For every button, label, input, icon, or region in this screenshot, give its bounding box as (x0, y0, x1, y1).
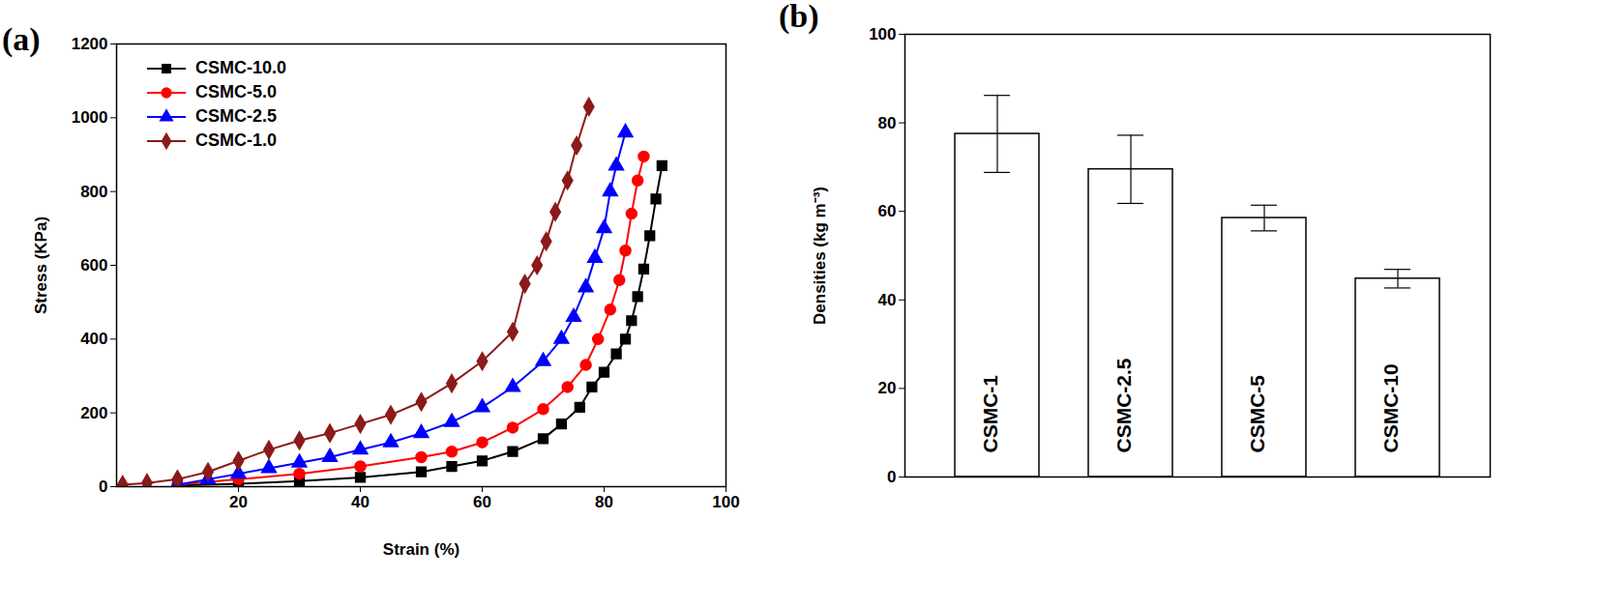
svg-text:200: 200 (80, 404, 108, 423)
svg-text:Densities (kg m⁻³): Densities (kg m⁻³) (810, 186, 830, 326)
html-text:CSMC-1.0: CSMC-1.0 (195, 130, 277, 150)
html-text:(a): (a) (1, 21, 41, 58)
svg-text:20: 20 (229, 493, 248, 512)
svg-text:CSMC-10: CSMC-10 (1379, 363, 1402, 453)
html-text:CSMC-2.5: CSMC-2.5 (195, 106, 277, 126)
svg-text:400: 400 (80, 329, 108, 349)
svg-text:1200: 1200 (71, 34, 109, 54)
svg-text:CSMC-5: CSMC-5 (1245, 375, 1269, 454)
html-text:CSMC-10.0: CSMC-10.0 (195, 58, 287, 78)
svg-text:CSMC-2.5: CSMC-2.5 (1112, 357, 1135, 453)
svg-text:40: 40 (351, 493, 370, 512)
svg-text:0: 0 (98, 477, 108, 497)
svg-text:60: 60 (473, 493, 492, 512)
svg-text:CSMC-1: CSMC-1 (978, 375, 1002, 454)
svg-text:Strain (%): Strain (%) (383, 540, 460, 560)
svg-text:0: 0 (887, 468, 896, 487)
svg-text:80: 80 (878, 114, 897, 133)
svg-text:100: 100 (711, 493, 740, 512)
svg-text:80: 80 (594, 493, 614, 512)
svg-text:1000: 1000 (71, 108, 109, 127)
svg-text:100: 100 (868, 25, 896, 44)
svg-text:20: 20 (878, 379, 897, 398)
svg-text:Stress (KPa): Stress (KPa) (31, 216, 51, 315)
svg-text:60: 60 (878, 202, 897, 221)
svg-text:600: 600 (80, 256, 108, 275)
html-text:CSMC-5.0: CSMC-5.0 (195, 82, 277, 102)
svg-text:800: 800 (80, 182, 108, 202)
svg-text:40: 40 (878, 291, 897, 310)
